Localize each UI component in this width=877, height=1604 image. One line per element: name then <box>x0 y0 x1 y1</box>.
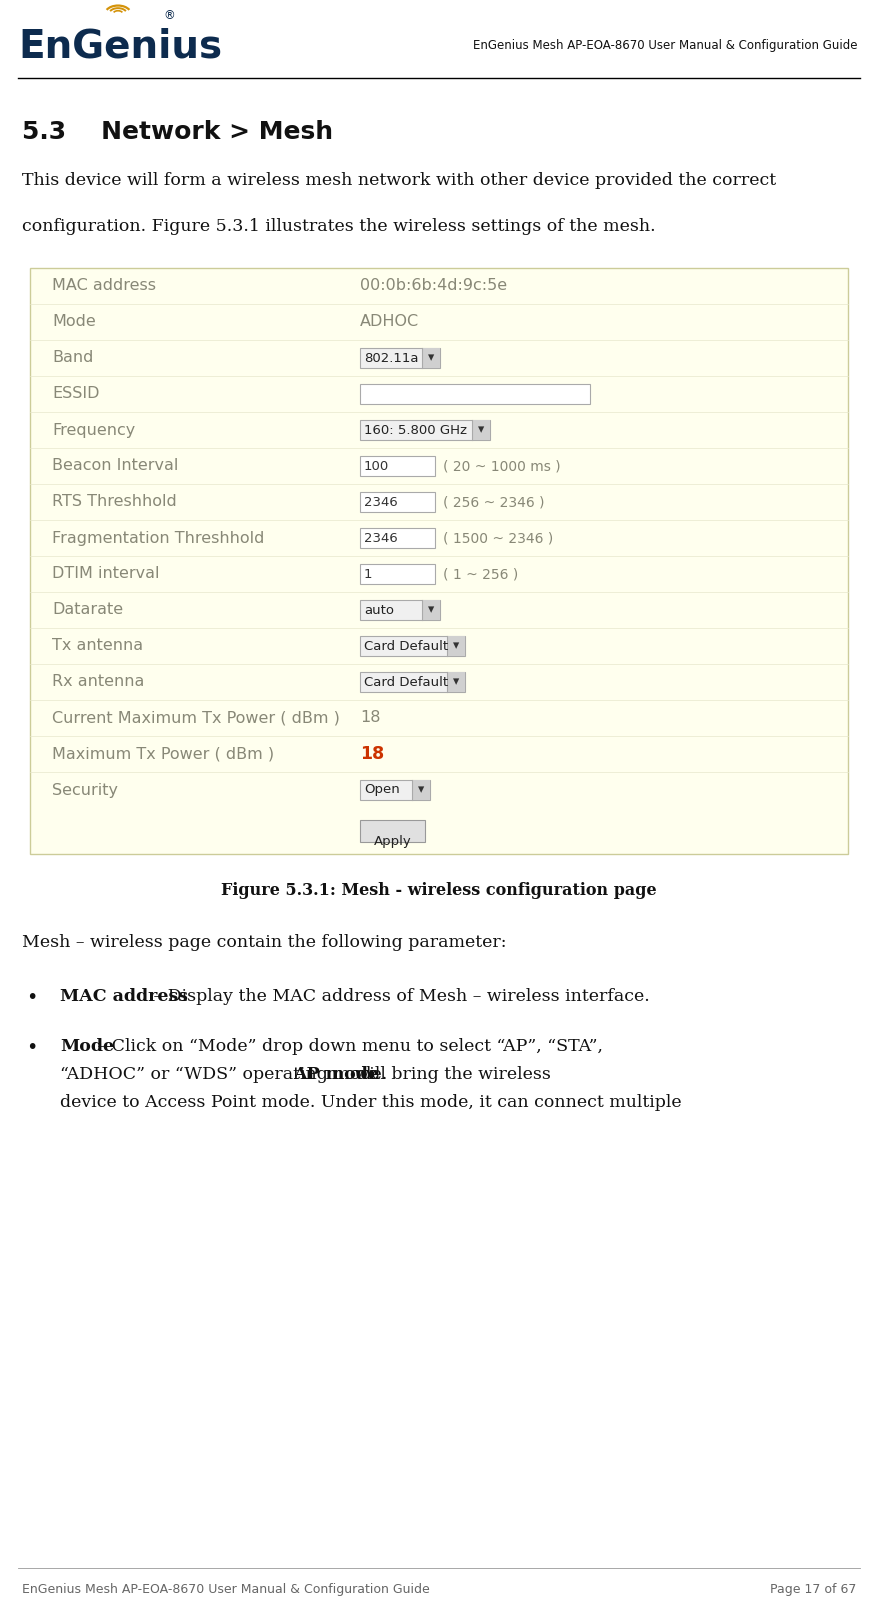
Text: Band: Band <box>52 351 93 366</box>
Text: ADHOC: ADHOC <box>360 314 418 329</box>
Text: 00:0b:6b:4d:9c:5e: 00:0b:6b:4d:9c:5e <box>360 279 507 294</box>
Text: Datarate: Datarate <box>52 603 123 618</box>
Text: Card Default: Card Default <box>364 640 447 653</box>
Text: ( 1500 ~ 2346 ): ( 1500 ~ 2346 ) <box>443 531 553 545</box>
Bar <box>472 420 489 439</box>
Text: EnGenius Mesh AP-EOA-8670 User Manual & Configuration Guide: EnGenius Mesh AP-EOA-8670 User Manual & … <box>473 38 857 51</box>
Text: AP mode: AP mode <box>292 1067 378 1083</box>
Bar <box>30 268 847 853</box>
Text: Frequency: Frequency <box>52 422 135 438</box>
Bar <box>446 672 465 691</box>
Bar <box>422 348 439 367</box>
Text: This device will form a wireless mesh network with other device provided the cor: This device will form a wireless mesh ne… <box>22 172 775 189</box>
Text: ▾: ▾ <box>427 351 433 364</box>
Text: 802.11a: 802.11a <box>364 351 418 364</box>
Text: – Display the MAC address of Mesh – wireless interface.: – Display the MAC address of Mesh – wire… <box>148 988 649 1006</box>
Bar <box>360 348 439 367</box>
Text: Mode: Mode <box>52 314 96 329</box>
Bar <box>360 672 465 691</box>
Text: 2346: 2346 <box>364 531 397 544</box>
Bar <box>360 780 430 800</box>
Text: •: • <box>26 988 38 1007</box>
Text: ESSID: ESSID <box>52 387 99 401</box>
Bar <box>422 600 439 621</box>
Bar <box>360 637 465 656</box>
Text: DTIM interval: DTIM interval <box>52 566 160 582</box>
Bar <box>360 420 489 439</box>
Text: ( 256 ~ 2346 ): ( 256 ~ 2346 ) <box>443 496 544 508</box>
Text: Open: Open <box>364 783 399 797</box>
Bar <box>360 565 434 584</box>
Text: Card Default: Card Default <box>364 675 447 688</box>
Text: ®: ® <box>163 10 175 22</box>
Text: 2346: 2346 <box>364 496 397 508</box>
Text: EnGenius: EnGenius <box>18 27 222 66</box>
Text: “ADHOC” or “WDS” operating mode.: “ADHOC” or “WDS” operating mode. <box>60 1067 392 1083</box>
Text: Rx antenna: Rx antenna <box>52 675 144 690</box>
Bar <box>360 383 589 404</box>
Text: Mesh – wireless page contain the following parameter:: Mesh – wireless page contain the followi… <box>22 934 506 951</box>
Text: 18: 18 <box>360 744 384 764</box>
Text: Security: Security <box>52 783 118 797</box>
Text: device to Access Point mode. Under this mode, it can connect multiple: device to Access Point mode. Under this … <box>60 1094 681 1112</box>
Text: 5.3    Network > Mesh: 5.3 Network > Mesh <box>22 120 332 144</box>
Text: ▾: ▾ <box>477 423 483 436</box>
Text: MAC address: MAC address <box>60 988 188 1006</box>
Text: auto: auto <box>364 603 394 616</box>
Text: – Click on “Mode” drop down menu to select “AP”, “STA”,: – Click on “Mode” drop down menu to sele… <box>92 1038 602 1055</box>
Text: will bring the wireless: will bring the wireless <box>348 1067 550 1083</box>
Text: Current Maximum Tx Power ( dBm ): Current Maximum Tx Power ( dBm ) <box>52 711 339 725</box>
Text: 160: 5.800 GHz: 160: 5.800 GHz <box>364 423 467 436</box>
Text: Apply: Apply <box>374 836 411 849</box>
Text: ( 20 ~ 1000 ms ): ( 20 ~ 1000 ms ) <box>443 459 560 473</box>
Text: 1: 1 <box>364 568 372 581</box>
Text: Figure 5.3.1: Mesh - wireless configuration page: Figure 5.3.1: Mesh - wireless configurat… <box>221 882 656 898</box>
Bar <box>446 637 465 656</box>
Bar <box>360 528 434 549</box>
Bar <box>360 600 439 621</box>
Text: 18: 18 <box>360 711 380 725</box>
Bar <box>411 780 430 800</box>
Text: ▾: ▾ <box>453 640 459 653</box>
Text: Tx antenna: Tx antenna <box>52 638 143 653</box>
Text: Fragmentation Threshhold: Fragmentation Threshhold <box>52 531 264 545</box>
Text: ▾: ▾ <box>427 603 433 616</box>
Bar <box>360 820 424 842</box>
Text: EnGenius Mesh AP-EOA-8670 User Manual & Configuration Guide: EnGenius Mesh AP-EOA-8670 User Manual & … <box>22 1583 429 1596</box>
Text: •: • <box>26 1038 38 1057</box>
Text: Maximum Tx Power ( dBm ): Maximum Tx Power ( dBm ) <box>52 746 274 762</box>
Text: Page 17 of 67: Page 17 of 67 <box>769 1583 855 1596</box>
Text: Beacon Interval: Beacon Interval <box>52 459 178 473</box>
Text: RTS Threshhold: RTS Threshhold <box>52 494 176 510</box>
Text: 100: 100 <box>364 459 389 473</box>
Text: ▾: ▾ <box>417 783 424 797</box>
Text: ▾: ▾ <box>453 675 459 688</box>
Bar <box>360 456 434 476</box>
Text: ( 1 ~ 256 ): ( 1 ~ 256 ) <box>443 566 517 581</box>
Text: MAC address: MAC address <box>52 279 156 294</box>
Text: Mode: Mode <box>60 1038 114 1055</box>
Text: configuration. Figure 5.3.1 illustrates the wireless settings of the mesh.: configuration. Figure 5.3.1 illustrates … <box>22 218 655 236</box>
Bar <box>360 492 434 512</box>
